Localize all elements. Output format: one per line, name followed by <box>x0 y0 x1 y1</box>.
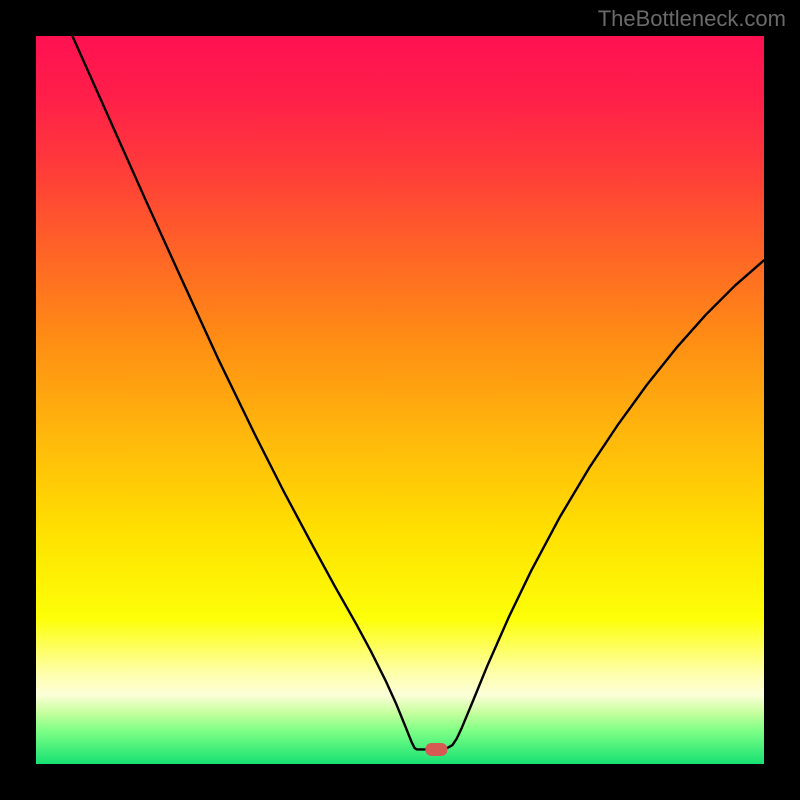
bottleneck-marker <box>425 743 447 756</box>
chart-container: TheBottleneck.com <box>0 0 800 800</box>
bottleneck-chart <box>0 0 800 800</box>
gradient-background <box>36 36 764 764</box>
watermark-text: TheBottleneck.com <box>598 6 786 32</box>
